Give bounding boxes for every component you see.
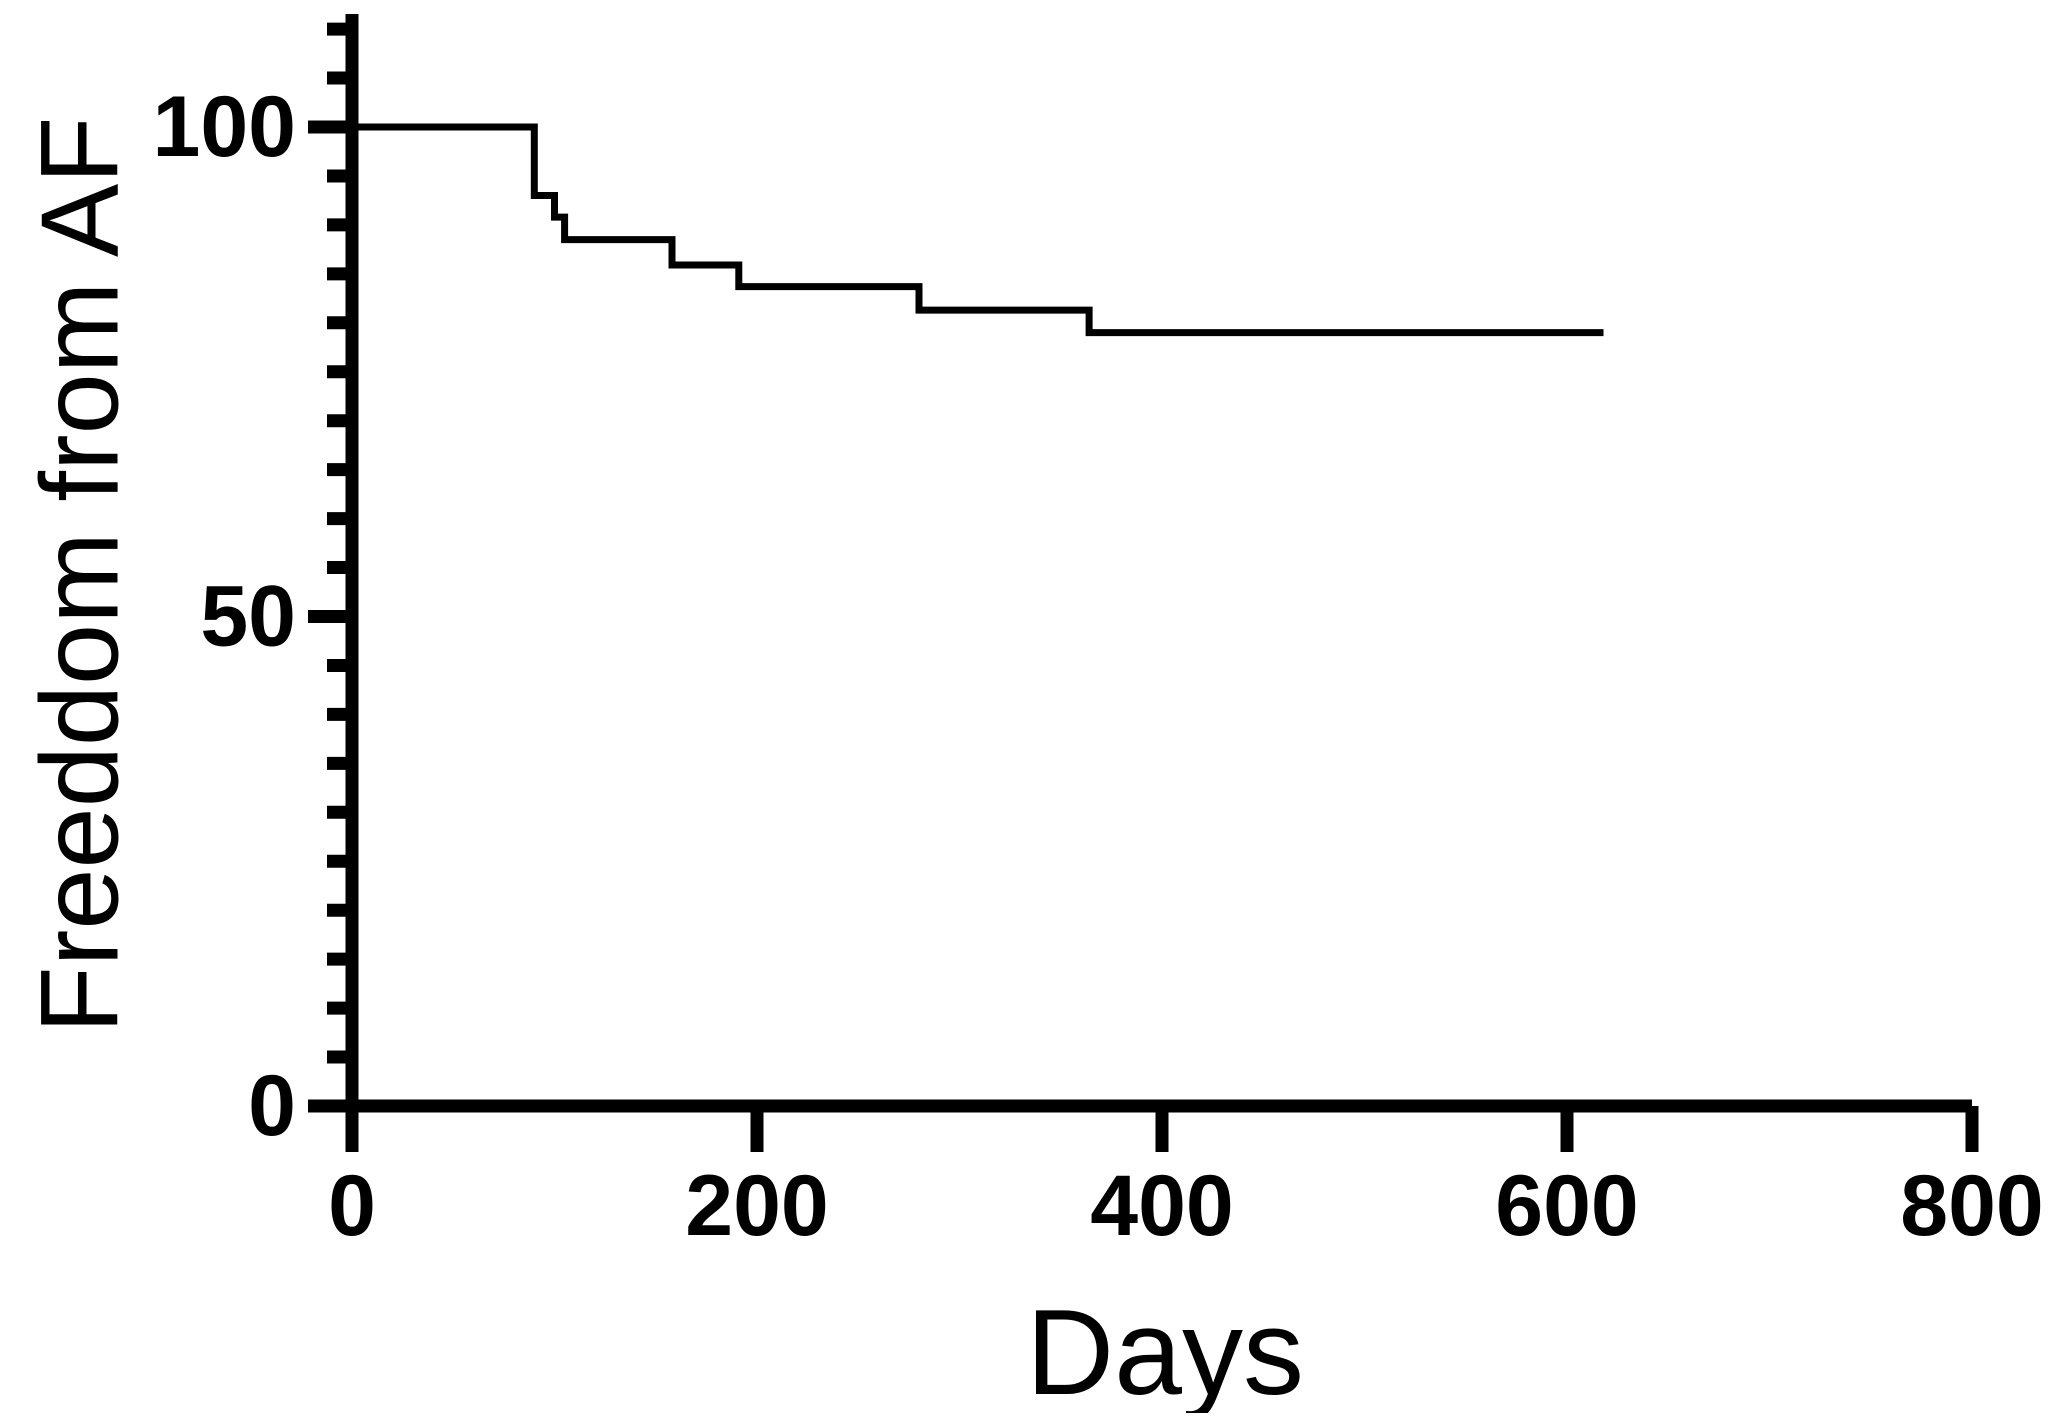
x-axis-title: Days bbox=[1026, 1284, 1304, 1413]
series-layer bbox=[352, 123, 1604, 337]
y-tick-label: 0 bbox=[248, 1058, 296, 1154]
x-tick-label: 0 bbox=[328, 1158, 376, 1254]
y-tick-label: 50 bbox=[200, 569, 296, 665]
x-tick-label: 400 bbox=[1090, 1158, 1234, 1254]
tick-labels-layer: 0 50 100 0 200 400 600 800 bbox=[153, 79, 2044, 1254]
x-tick-label: 800 bbox=[1900, 1158, 2044, 1254]
y-tick-label: 100 bbox=[153, 79, 297, 175]
x-tick-label: 200 bbox=[685, 1158, 829, 1254]
axes-layer bbox=[345, 14, 1972, 1152]
x-tick-label: 600 bbox=[1495, 1158, 1639, 1254]
survival-curve bbox=[352, 123, 1604, 337]
ticks-layer bbox=[308, 22, 1979, 1152]
y-axis-title: Freeddom from AF bbox=[19, 117, 142, 1034]
